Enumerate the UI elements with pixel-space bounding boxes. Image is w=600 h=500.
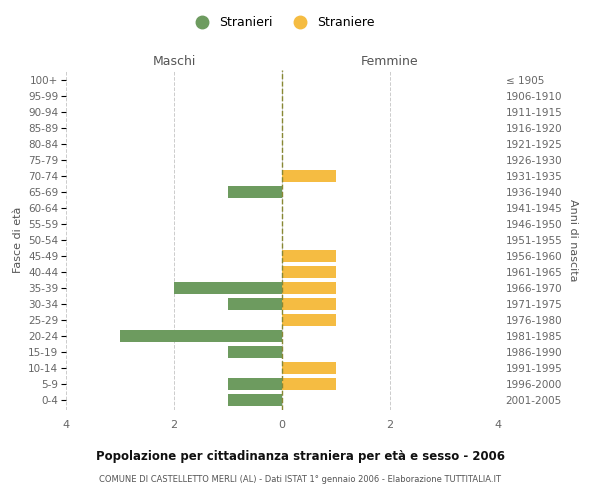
- Text: COMUNE DI CASTELLETTO MERLI (AL) - Dati ISTAT 1° gennaio 2006 - Elaborazione TUT: COMUNE DI CASTELLETTO MERLI (AL) - Dati …: [99, 475, 501, 484]
- Bar: [282, 362, 336, 374]
- Bar: [282, 250, 336, 262]
- Bar: [282, 170, 336, 182]
- Bar: [282, 378, 336, 390]
- Y-axis label: Anni di nascita: Anni di nascita: [568, 198, 578, 281]
- Bar: [228, 186, 282, 198]
- Bar: [120, 330, 282, 342]
- Text: Popolazione per cittadinanza straniera per età e sesso - 2006: Popolazione per cittadinanza straniera p…: [95, 450, 505, 463]
- Bar: [282, 282, 336, 294]
- Bar: [174, 282, 282, 294]
- Bar: [282, 314, 336, 326]
- Bar: [282, 298, 336, 310]
- Bar: [228, 394, 282, 406]
- Bar: [282, 266, 336, 278]
- Bar: [228, 298, 282, 310]
- Text: Femmine: Femmine: [361, 54, 419, 68]
- Legend: Stranieri, Straniere: Stranieri, Straniere: [184, 11, 380, 34]
- Bar: [228, 346, 282, 358]
- Text: Maschi: Maschi: [152, 54, 196, 68]
- Y-axis label: Fasce di età: Fasce di età: [13, 207, 23, 273]
- Bar: [228, 378, 282, 390]
